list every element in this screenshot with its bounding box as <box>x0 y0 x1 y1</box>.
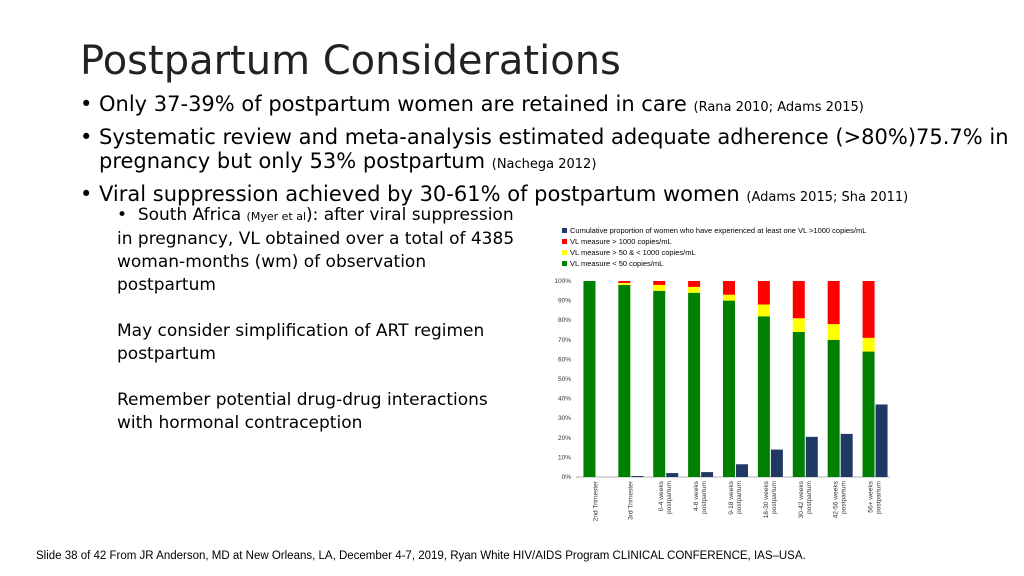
legend-swatch <box>562 261 567 266</box>
x-category-label: 3rd Trimester <box>627 480 634 520</box>
stacked-bar-segment <box>827 324 840 340</box>
slide-title: Postpartum Considerations <box>80 38 621 84</box>
stacked-bar-segment <box>688 286 701 293</box>
legend-label: VL measure > 1000 copies/mL <box>570 237 672 246</box>
cumulative-bar <box>875 404 888 477</box>
stacked-bar-segment <box>653 284 666 291</box>
x-category-label: 0-4 weekspostpartum <box>658 480 673 514</box>
y-tick-label: 90% <box>558 298 571 305</box>
bullet-viral-suppression: • Viral suppression achieved by 30-61% of… <box>80 182 909 206</box>
legend-label: VL measure < 50 copies/mL <box>570 259 663 268</box>
stacked-bar-segment <box>757 304 770 317</box>
para-simplification: May consider simplification of ART regim… <box>117 321 485 364</box>
y-tick-label: 40% <box>558 396 571 403</box>
cumulative-bar <box>840 433 853 477</box>
x-category-label: 2nd Trimester <box>592 480 599 521</box>
cumulative-bar <box>770 449 783 477</box>
sub-bullet-lead: South Africa <box>137 205 247 225</box>
x-category-label: 18-30 weekspostpartum <box>763 480 778 518</box>
bullet-text: Systematic review and meta-analysis esti… <box>99 125 1009 173</box>
y-tick-label: 60% <box>558 356 571 363</box>
stacked-bar-segment <box>862 351 875 477</box>
bullet-text: Viral suppression achieved by 30-61% of … <box>99 182 747 206</box>
cumulative-bar <box>701 472 714 477</box>
x-category-label: 30-42 weekspostpartum <box>798 480 813 518</box>
bullet-retention: • Only 37-39% of postpartum women are ret… <box>80 92 864 116</box>
stacked-bar-segment <box>757 316 770 477</box>
bullet-adherence: • Systematic review and meta-analysis est… <box>80 125 1009 173</box>
sub-bullet-south-africa: • South Africa (Myer et al): after viral… <box>117 205 515 295</box>
viral-load-chart: Cumulative proportion of women who have … <box>554 226 890 521</box>
stacked-bar-segment <box>688 281 701 287</box>
stacked-bar-segment <box>723 294 735 301</box>
legend-swatch <box>562 250 567 255</box>
cumulative-bar <box>631 476 644 477</box>
cumulative-bar <box>805 436 818 477</box>
bullet-citation: (Nachega 2012) <box>491 157 597 172</box>
legend-label: Cumulative proportion of women who have … <box>570 226 866 235</box>
stacked-bar-segment <box>792 281 805 319</box>
stacked-bar-segment <box>653 290 666 477</box>
y-tick-label: 10% <box>558 454 571 461</box>
stacked-bar-segment <box>618 284 631 477</box>
sub-bullet-body: ): after viral suppression in pregnancy,… <box>117 205 515 295</box>
stacked-bar-segment <box>583 281 596 477</box>
x-category-label: 56+ weekspostpartum <box>868 480 883 514</box>
bullet-citation: (Adams 2015; Sha 2011) <box>746 190 909 205</box>
stacked-bar-segment <box>618 281 631 283</box>
x-category-label: 4-8 weekspostpartum <box>693 480 708 514</box>
sub-content: • South Africa (Myer et al): after viral… <box>117 204 517 435</box>
y-tick-label: 70% <box>558 337 571 344</box>
y-tick-label: 30% <box>558 415 571 422</box>
stacked-bar-segment <box>792 318 805 332</box>
stacked-bar-segment <box>862 281 875 338</box>
x-category-label: 42-56 weekspostpartum <box>833 480 848 518</box>
y-tick-label: 20% <box>558 435 571 442</box>
stacked-bar-segment <box>827 281 840 325</box>
x-category-label: 9-18 weekspostpartum <box>728 480 743 514</box>
y-tick-label: 100% <box>554 278 571 285</box>
stacked-bar-segment <box>757 281 770 305</box>
stacked-bar-segment <box>792 331 805 477</box>
legend-swatch <box>562 228 567 233</box>
stacked-bar-segment <box>723 300 735 477</box>
sub-bullet-citation: (Myer et al <box>246 210 306 223</box>
y-tick-label: 80% <box>558 317 571 324</box>
stacked-bar-segment <box>653 281 666 285</box>
y-tick-label: 0% <box>562 474 572 481</box>
bullet-text: Only 37-39% of postpartum women are reta… <box>99 92 694 116</box>
stacked-bar-segment <box>862 337 875 352</box>
slide-footer: Slide 38 of 42 From JR Anderson, MD at N… <box>36 550 806 562</box>
para-drug-interactions: Remember potential drug-drug interaction… <box>117 390 488 433</box>
y-tick-label: 50% <box>558 376 571 383</box>
legend-label: VL measure > 50 & < 1000 copies/mL <box>570 248 696 257</box>
cumulative-bar <box>666 473 679 477</box>
legend-swatch <box>562 239 567 244</box>
stacked-bar-segment <box>827 339 840 477</box>
bullet-list: • Only 37-39% of postpartum women are ret… <box>80 92 1010 215</box>
stacked-bar-segment <box>618 282 631 285</box>
stacked-bar-segment <box>688 292 701 477</box>
bullet-citation: (Rana 2010; Adams 2015) <box>693 100 864 115</box>
stacked-bar-segment <box>723 281 735 295</box>
cumulative-bar <box>736 464 748 477</box>
